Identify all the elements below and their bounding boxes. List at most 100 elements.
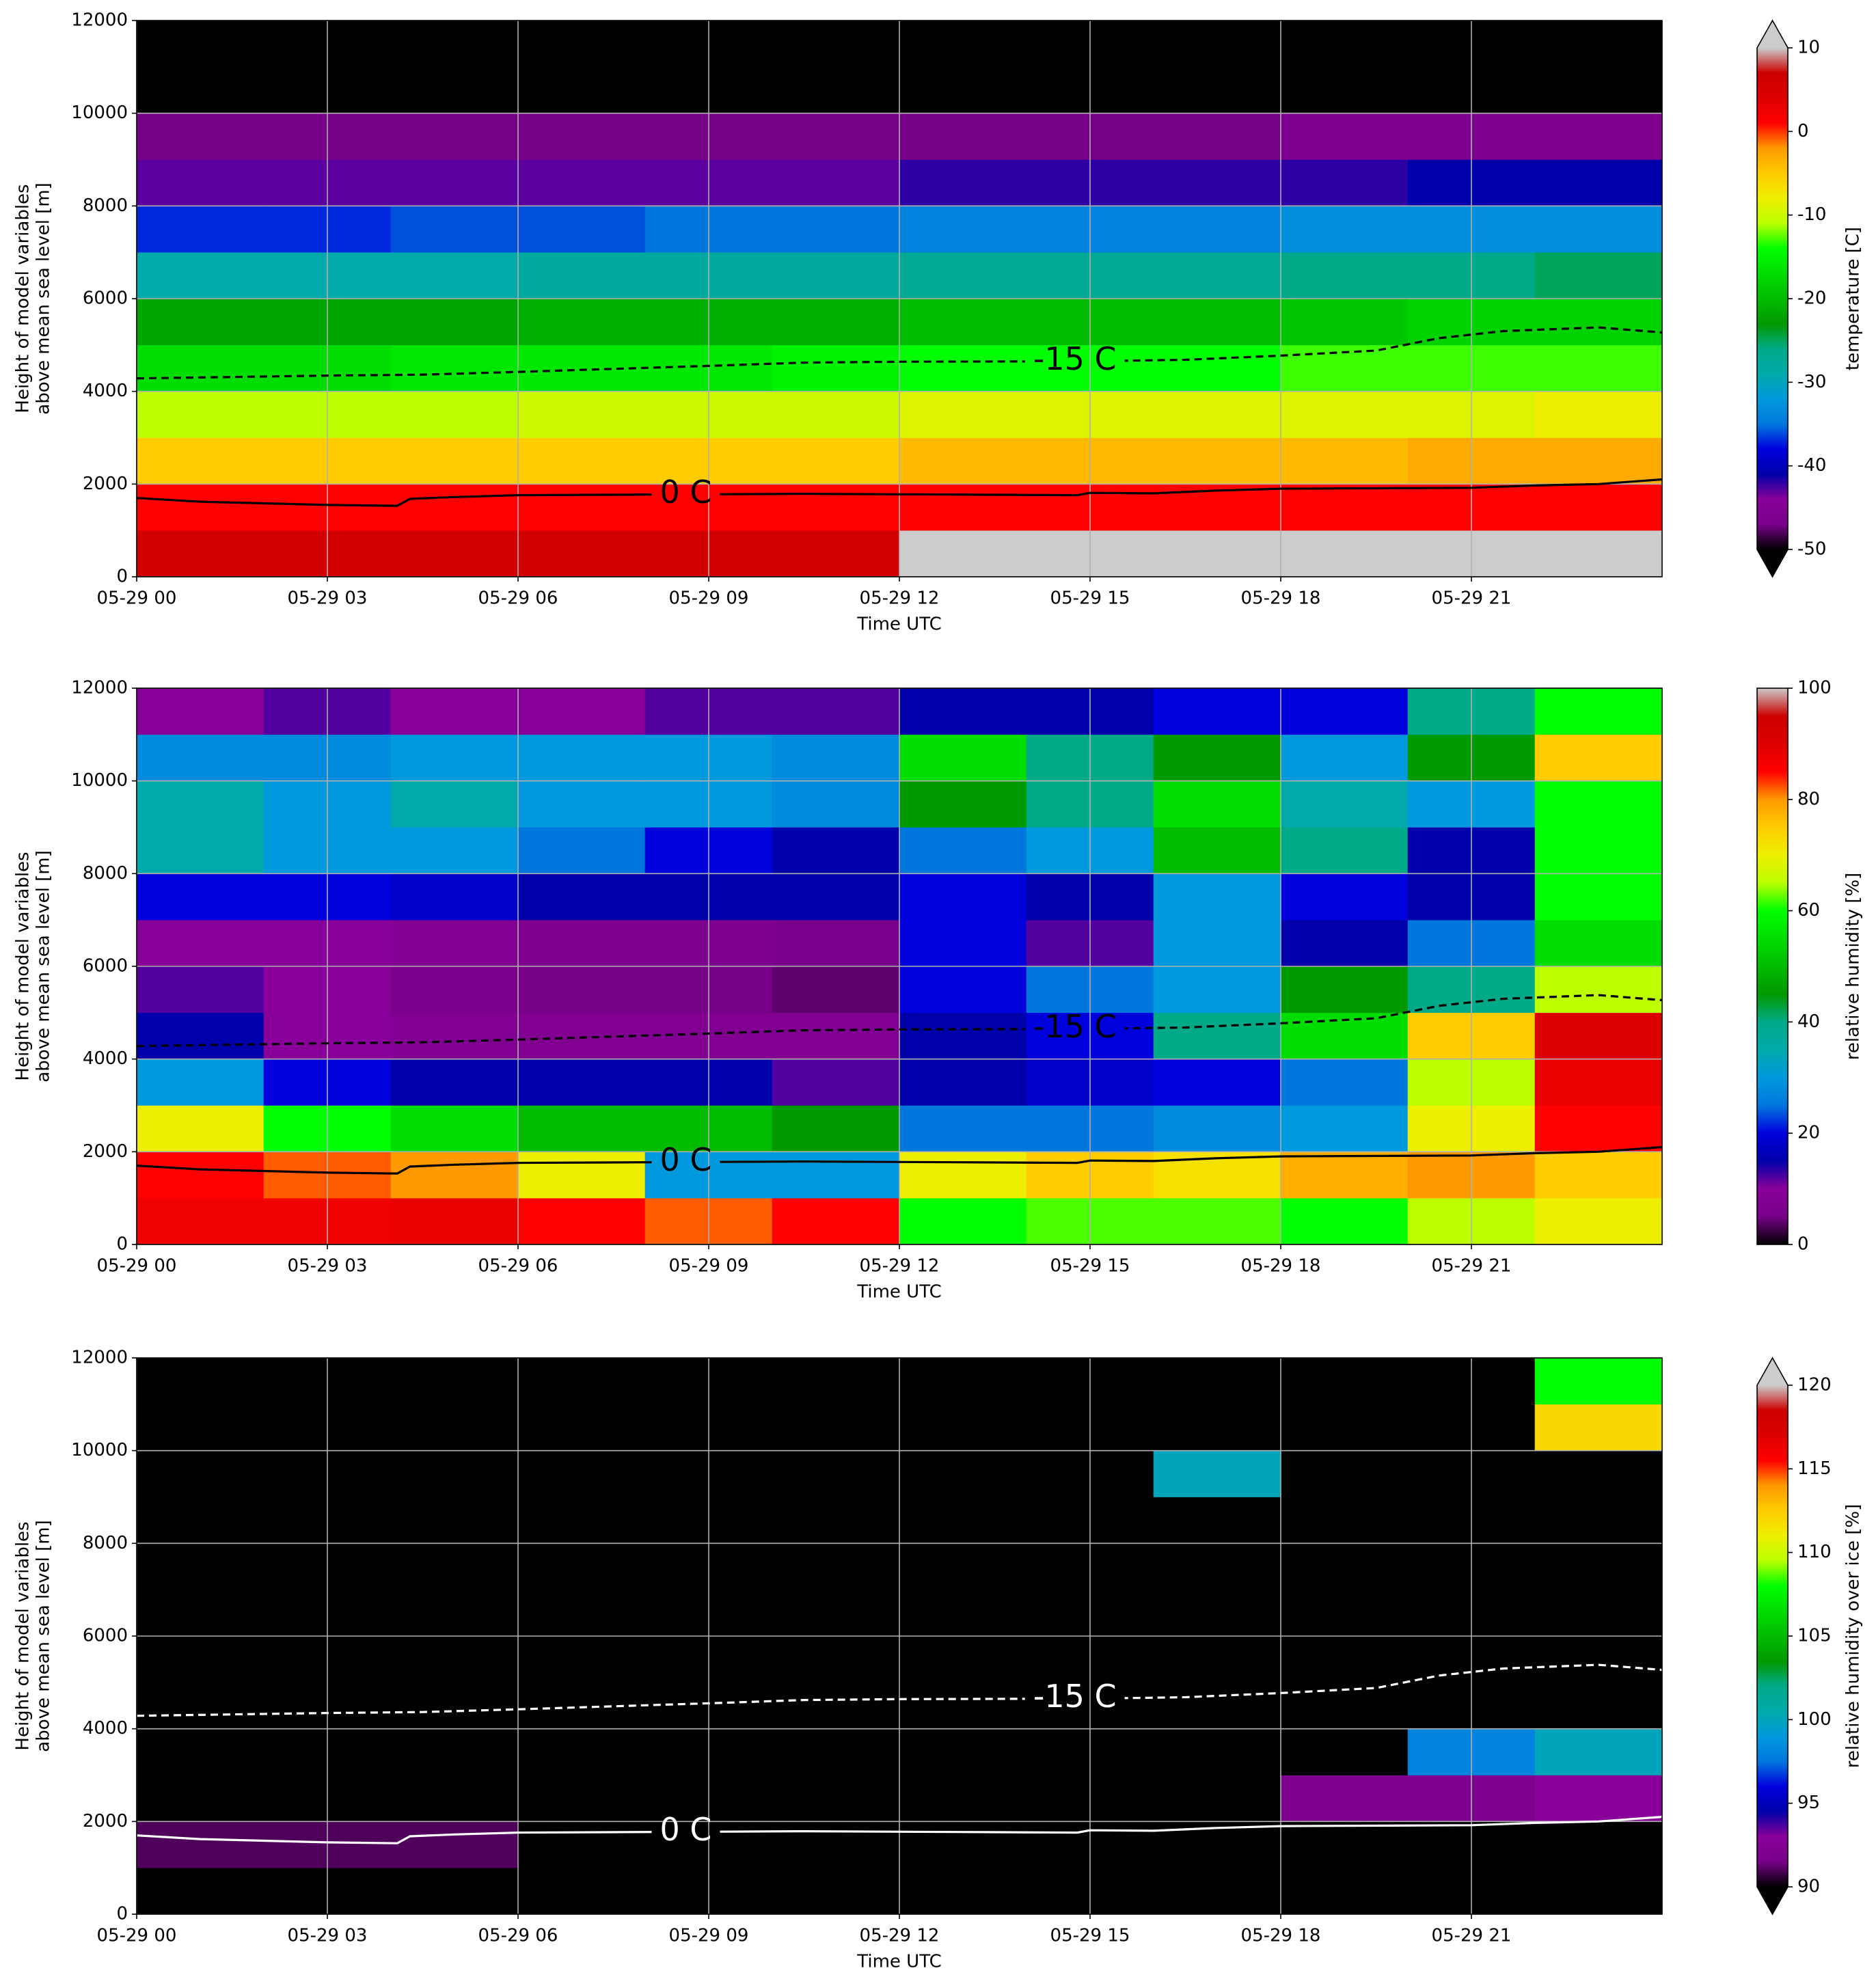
- heatmap-cell: [899, 1543, 1027, 1590]
- heatmap-cell: [1534, 1152, 1663, 1199]
- heatmap-cell: [1153, 687, 1281, 735]
- heatmap-cell: [390, 437, 519, 485]
- y-tick-label: 0: [116, 1234, 128, 1255]
- heatmap-cell: [899, 734, 1027, 781]
- heatmap-cell: [772, 251, 900, 299]
- heatmap-cell: [1534, 873, 1663, 921]
- colorbar-tick-label: -30: [1797, 372, 1826, 392]
- heatmap-cell: [772, 780, 900, 828]
- x-tick-label: 05-29 00: [97, 1256, 177, 1277]
- y-tick-label: 12000: [71, 678, 128, 698]
- heatmap-cell: [1534, 66, 1663, 113]
- heatmap-cell: [517, 1450, 646, 1497]
- contour-line: [136, 478, 1663, 507]
- plot-frame: [136, 687, 1663, 1245]
- heatmap-cell: [517, 780, 646, 828]
- heatmap-cell: [1280, 113, 1409, 160]
- heatmap-cell: [1534, 1012, 1663, 1059]
- heatmap-cell: [1153, 66, 1281, 113]
- heatmap-cell: [1280, 66, 1409, 113]
- heatmap-cell: [772, 298, 900, 346]
- heatmap-cell: [136, 1821, 264, 1868]
- x-tick-label: 05-29 09: [669, 588, 749, 609]
- heatmap-cell: [1534, 1635, 1663, 1683]
- heatmap-cell: [517, 734, 646, 781]
- heatmap-cell: [1534, 1543, 1663, 1590]
- colorbar-extend: [1757, 1887, 1788, 1914]
- heatmap-cell: [1153, 919, 1281, 967]
- heatmap-cell: [390, 484, 519, 531]
- heatmap-cell: [136, 1589, 264, 1637]
- y-tick-label: 10000: [71, 103, 128, 123]
- heatmap-cell: [772, 827, 900, 874]
- heatmap-cell: [1280, 391, 1409, 438]
- heatmap-cell: [772, 1404, 900, 1451]
- heatmap-cell: [1153, 780, 1281, 828]
- heatmap-cell: [772, 344, 900, 392]
- heatmap-cell: [1153, 437, 1281, 485]
- heatmap-cell: [899, 827, 1027, 874]
- y-tick-label: 2000: [83, 474, 128, 494]
- heatmap-cell: [899, 1197, 1027, 1245]
- heatmap-cell: [136, 1867, 264, 1915]
- colorbar-tick-label: -10: [1797, 204, 1826, 225]
- heatmap-cell: [772, 1450, 900, 1497]
- heatmap-cell: [772, 1635, 900, 1683]
- heatmap-cell: [517, 1821, 646, 1868]
- heatmap-cell: [390, 391, 519, 438]
- heatmap-cell: [390, 687, 519, 735]
- contour-line: [136, 1816, 1663, 1844]
- heatmap-cell: [899, 20, 1027, 68]
- colorbar-label: temperature [C]: [1843, 227, 1864, 370]
- heatmap-cell: [1280, 206, 1409, 253]
- heatmap-cell: [899, 206, 1027, 253]
- heatmap-cell: [136, 484, 264, 531]
- heatmap-cell: [136, 780, 264, 828]
- heatmap-cell: [390, 1357, 519, 1405]
- heatmap-cell: [1534, 1404, 1663, 1451]
- heatmap-cell: [772, 687, 900, 735]
- x-tick-label: 05-29 00: [97, 1926, 177, 1946]
- contour-label: 0 C: [660, 474, 712, 510]
- heatmap-cell: [1280, 1404, 1409, 1451]
- heatmap-cell: [1534, 827, 1663, 874]
- heatmap-cell: [1153, 159, 1281, 206]
- heatmap-cell: [136, 20, 264, 68]
- heatmap-cell: [772, 1775, 900, 1822]
- heatmap-cell: [1280, 1589, 1409, 1637]
- heatmap-cell: [772, 530, 900, 577]
- heatmap-cell: [772, 1497, 900, 1544]
- heatmap-cell: [1280, 687, 1409, 735]
- heatmap-cell: [772, 1589, 900, 1637]
- heatmap-cell: [1534, 1105, 1663, 1152]
- colorbar-extend: [1757, 21, 1788, 48]
- colorbar-tick-label: 0: [1797, 1234, 1809, 1255]
- heatmap-cell: [772, 159, 900, 206]
- heatmap-cell: [899, 1635, 1027, 1683]
- y-axis-label: Height of model variables: [13, 184, 33, 413]
- heatmap-cell: [390, 966, 519, 1013]
- heatmap-cell: [772, 484, 900, 531]
- heatmap-cell: [517, 1012, 646, 1059]
- heatmap-cell: [1534, 1775, 1663, 1822]
- heatmap-cell: [1280, 20, 1409, 68]
- heatmap-cell: [517, 437, 646, 485]
- heatmap-cell: [772, 1012, 900, 1059]
- heatmap-cell: [136, 687, 264, 735]
- heatmap-cell: [1534, 1821, 1663, 1868]
- y-tick-label: 8000: [83, 1533, 128, 1553]
- heatmap-cell: [136, 1543, 264, 1590]
- heatmap-cell: [899, 780, 1027, 828]
- heatmap-cell: [1280, 530, 1409, 577]
- heatmap-cell: [136, 1635, 264, 1683]
- heatmap-cell: [517, 66, 646, 113]
- heatmap-cell: [390, 1012, 519, 1059]
- heatmap-cell: [1534, 1059, 1663, 1106]
- heatmap-cell: [390, 1197, 519, 1245]
- heatmap-cell: [136, 919, 264, 967]
- heatmap-cell: [136, 1404, 264, 1451]
- heatmap-cell: [517, 1635, 646, 1683]
- heatmap-cell: [1153, 1197, 1281, 1245]
- y-tick-label: 10000: [71, 1440, 128, 1460]
